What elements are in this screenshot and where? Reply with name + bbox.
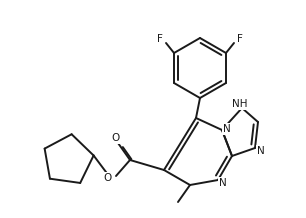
Text: O: O xyxy=(104,173,112,183)
Text: F: F xyxy=(157,34,163,44)
Text: N: N xyxy=(257,146,265,156)
Text: F: F xyxy=(237,34,243,44)
Text: NH: NH xyxy=(232,99,248,109)
Text: O: O xyxy=(112,133,120,143)
Text: N: N xyxy=(223,124,231,134)
Text: N: N xyxy=(219,178,227,188)
